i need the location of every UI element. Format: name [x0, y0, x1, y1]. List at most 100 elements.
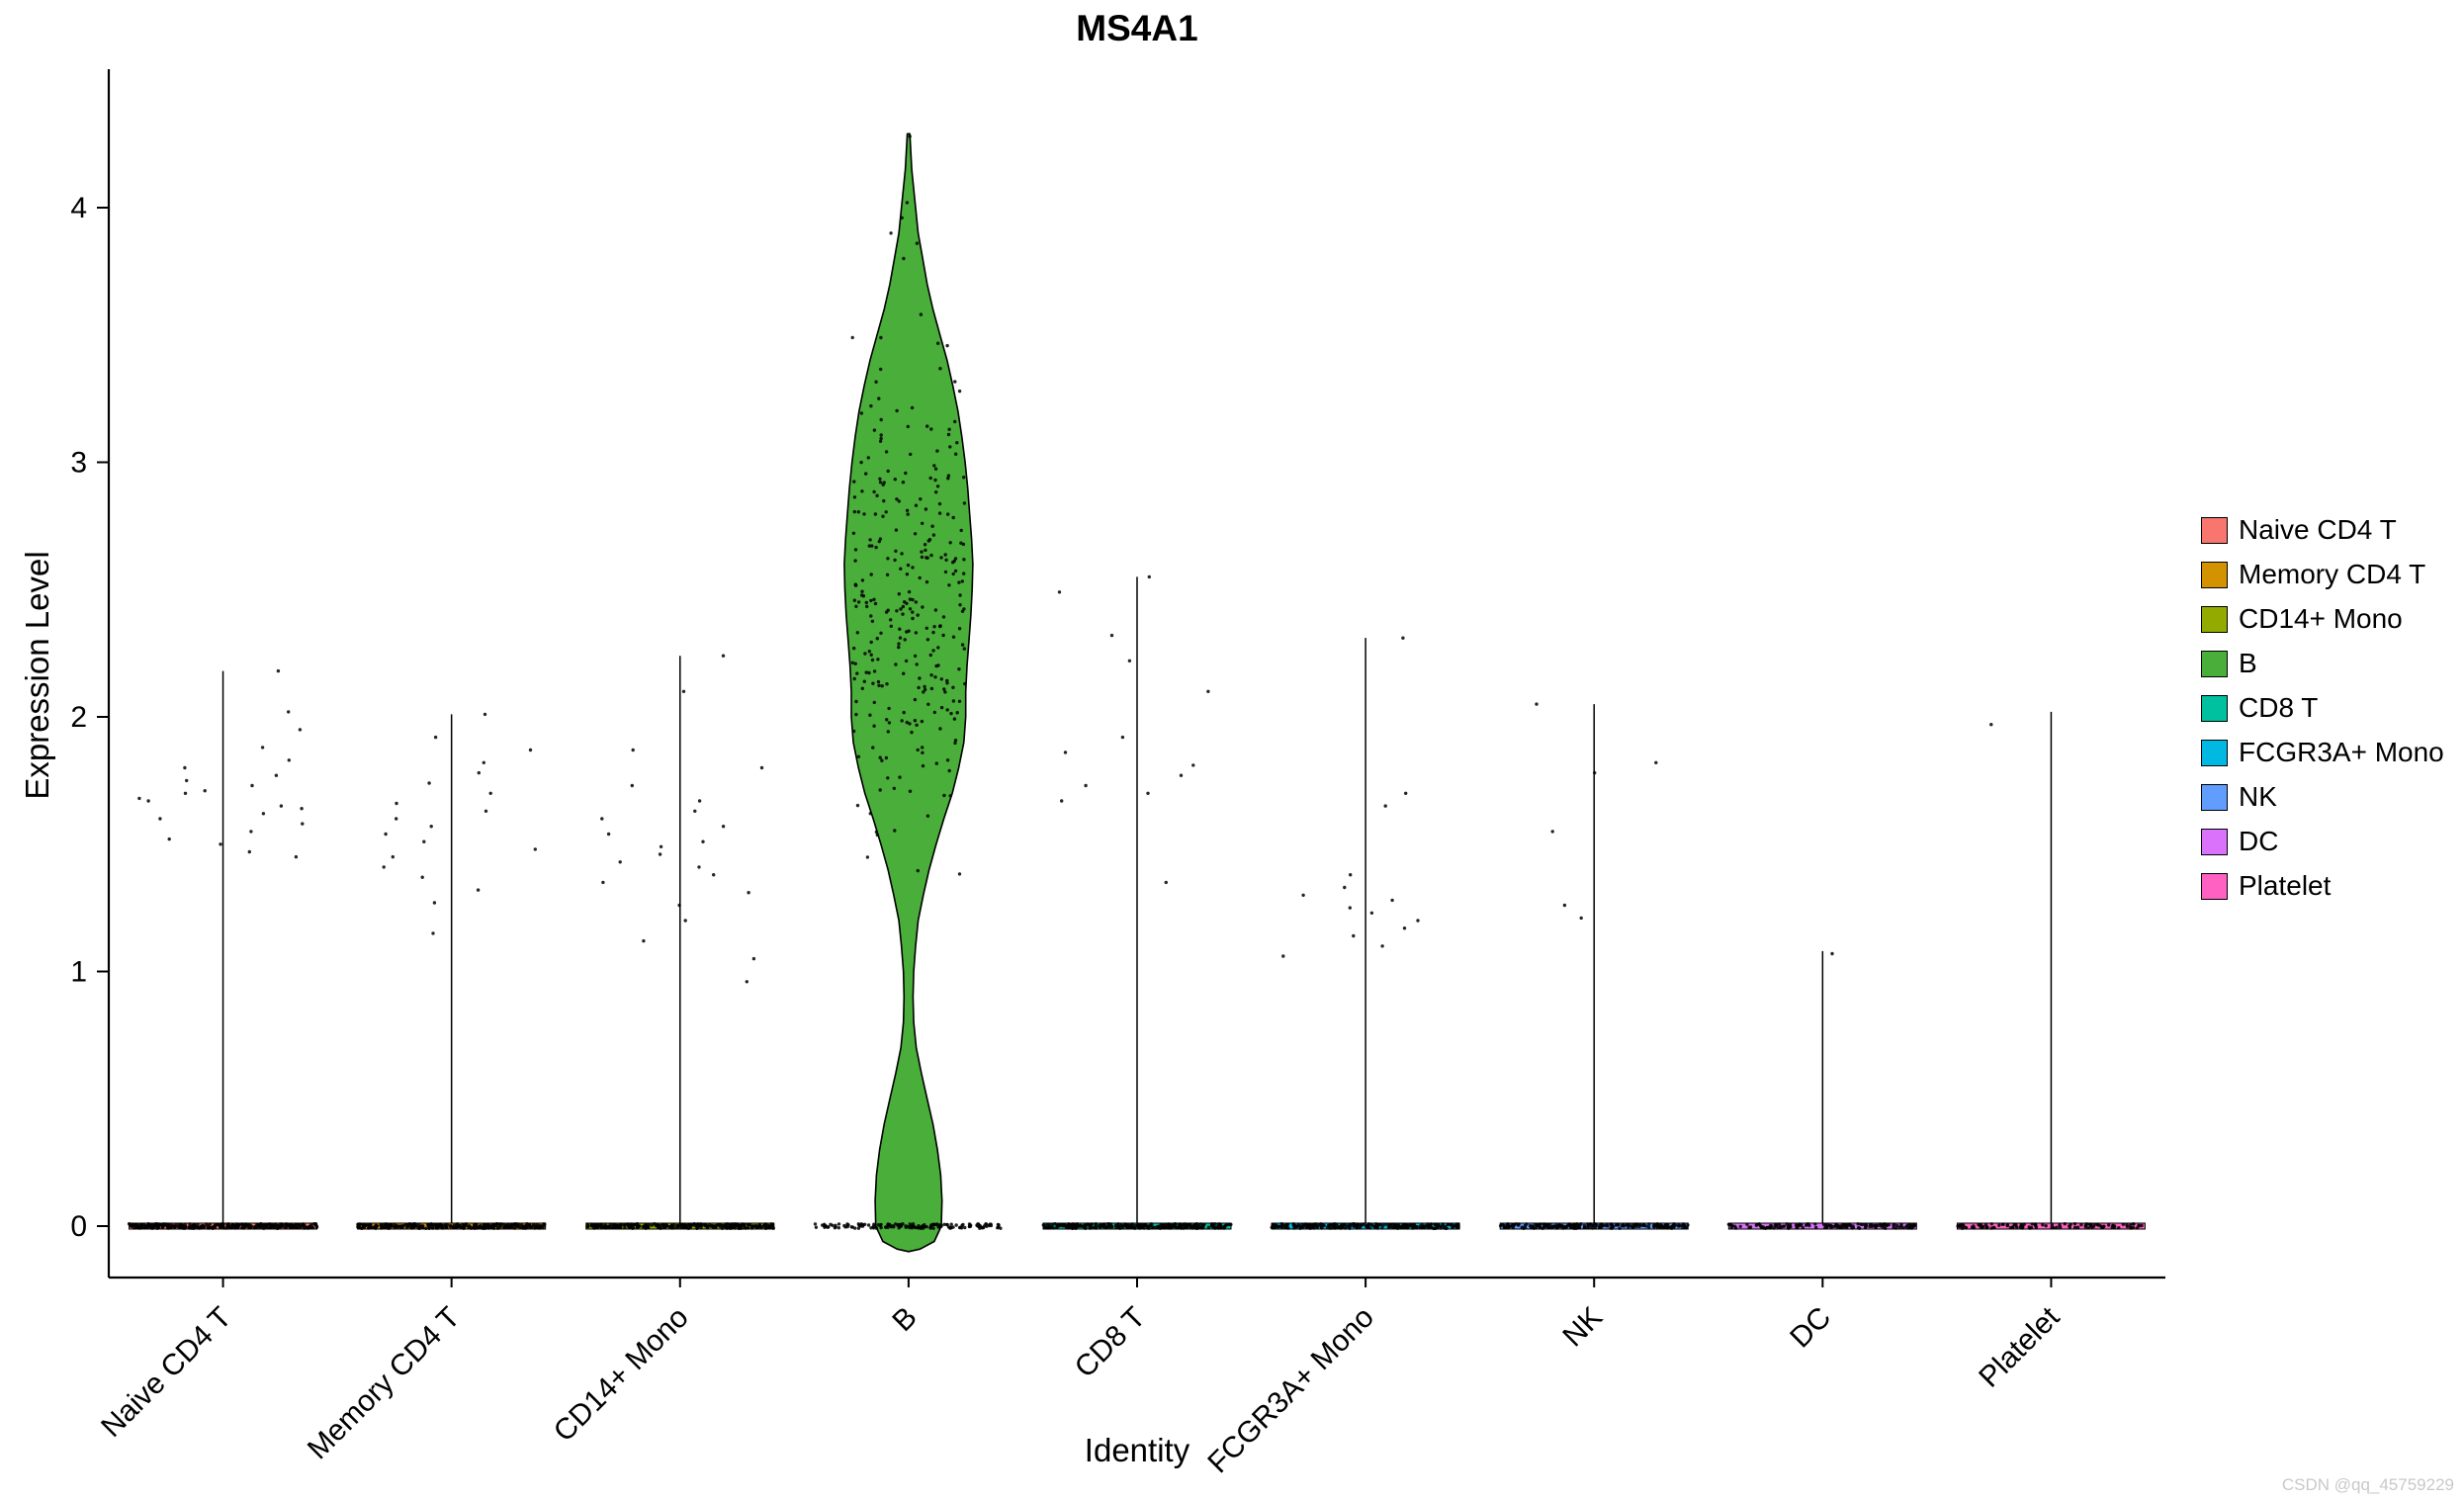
data-point — [400, 1224, 405, 1228]
data-point — [924, 626, 928, 630]
data-point — [952, 717, 957, 721]
data-point — [879, 367, 883, 372]
data-point — [876, 658, 880, 662]
data-point — [910, 1224, 914, 1228]
data-point — [901, 481, 906, 485]
data-point — [893, 829, 897, 833]
data-point — [650, 1223, 654, 1227]
data-point — [872, 700, 876, 705]
data-point — [1601, 1224, 1605, 1228]
data-point — [697, 865, 701, 869]
data-point — [301, 822, 305, 826]
data-point — [1787, 1226, 1791, 1230]
data-point — [1122, 1223, 1127, 1228]
data-point — [738, 1224, 743, 1229]
data-point — [1352, 933, 1356, 938]
data-point — [867, 650, 871, 654]
data-point — [1628, 1223, 1632, 1227]
data-point — [478, 1224, 482, 1229]
data-point — [183, 765, 187, 770]
data-point — [958, 593, 962, 597]
data-point — [746, 1226, 750, 1230]
data-point — [1798, 1222, 1802, 1226]
data-point — [881, 514, 885, 518]
data-point — [1665, 1226, 1669, 1230]
data-point — [403, 1222, 408, 1226]
data-point — [516, 1224, 520, 1229]
data-point — [1366, 1222, 1371, 1226]
data-point — [870, 544, 874, 548]
data-point — [462, 1225, 466, 1229]
data-point — [1979, 1225, 1983, 1229]
data-point — [1592, 1223, 1596, 1228]
data-point — [856, 754, 861, 758]
data-point — [929, 673, 933, 677]
data-point — [899, 1223, 903, 1227]
data-point — [2030, 1222, 2034, 1226]
data-point — [528, 748, 533, 752]
data-point — [693, 809, 697, 813]
data-point — [1796, 1226, 1800, 1230]
data-point — [606, 1224, 610, 1229]
data-point — [929, 686, 934, 691]
data-point — [853, 662, 857, 665]
data-point — [920, 719, 924, 724]
data-point — [751, 1224, 755, 1228]
data-point — [899, 567, 903, 571]
data-point — [153, 1223, 157, 1228]
data-point — [704, 1223, 709, 1228]
data-point — [1547, 1225, 1552, 1230]
data-point — [899, 607, 903, 611]
data-point — [585, 1224, 590, 1229]
data-point — [934, 490, 938, 494]
legend-label: Naive CD4 T — [2239, 514, 2397, 545]
legend-swatch-cd14-mono — [2201, 605, 2228, 633]
data-point — [1380, 1226, 1384, 1230]
data-point — [1174, 1224, 1178, 1229]
data-point — [728, 1222, 732, 1226]
data-point — [225, 1224, 229, 1228]
data-point — [1685, 1225, 1689, 1230]
data-point — [384, 832, 388, 837]
data-point — [623, 1222, 628, 1226]
data-point — [290, 1224, 295, 1228]
data-point — [919, 312, 924, 316]
data-point — [869, 614, 873, 618]
data-point — [194, 1225, 198, 1230]
data-point — [917, 685, 921, 690]
violin-group-dc — [1726, 950, 1917, 1231]
data-point — [533, 1226, 537, 1230]
data-point — [914, 600, 919, 604]
data-point — [158, 1222, 162, 1226]
data-point — [949, 1222, 953, 1226]
data-point — [951, 515, 955, 520]
data-point — [922, 1226, 925, 1230]
data-point — [424, 1226, 428, 1231]
data-point — [1171, 1224, 1176, 1228]
data-point — [2107, 1223, 2111, 1227]
data-point — [606, 832, 611, 837]
data-point — [889, 231, 893, 235]
data-point — [387, 1225, 391, 1229]
data-point — [379, 1223, 383, 1227]
data-point — [258, 1222, 262, 1226]
data-point — [1851, 1224, 1855, 1228]
data-point — [285, 1225, 289, 1229]
data-point — [599, 1222, 603, 1226]
data-point — [429, 825, 433, 829]
data-point — [612, 1223, 616, 1228]
data-point — [712, 1224, 717, 1228]
data-point — [1738, 1224, 1742, 1229]
data-point — [1874, 1225, 1878, 1230]
data-point — [860, 578, 865, 582]
data-point — [1314, 1224, 1318, 1228]
data-point — [1548, 1222, 1552, 1227]
data-point — [935, 449, 939, 453]
data-point — [937, 501, 942, 506]
data-point — [1646, 1225, 1651, 1229]
data-point — [836, 1226, 840, 1230]
data-point — [860, 489, 864, 493]
data-point — [1813, 1222, 1817, 1226]
data-point — [887, 721, 892, 725]
data-point — [941, 633, 945, 638]
